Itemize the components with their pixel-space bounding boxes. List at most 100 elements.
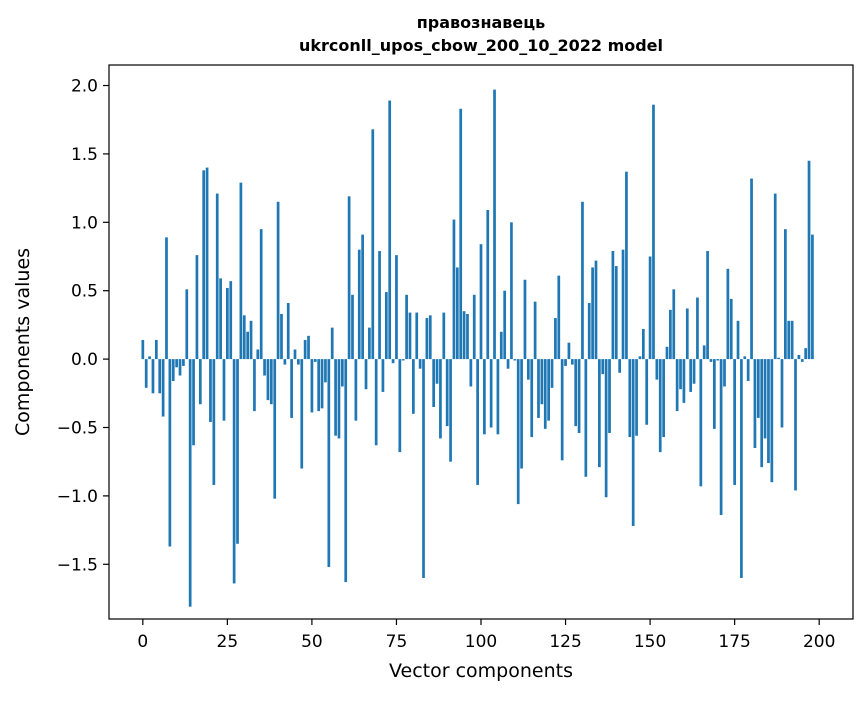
bar [405,294,408,360]
bar [357,249,361,360]
bar [547,359,550,421]
bar [513,359,517,361]
y-axis-label: Components values [12,248,34,436]
bar [202,170,206,360]
bar [283,359,287,365]
bar [716,359,720,361]
bar [510,222,513,360]
bar [567,342,571,360]
bar [212,359,216,485]
bar [432,359,436,407]
bar [706,251,709,360]
bar [499,331,503,360]
bar [537,359,540,418]
bar [337,359,341,439]
x-axis-ticks: 0 25 50 75 100 125 150 175 200 [137,619,835,652]
bar [696,297,699,360]
bar [151,359,155,394]
bar [242,315,246,360]
bar [767,359,770,464]
y-tick-label: −1.5 [57,555,98,575]
bar [462,311,466,360]
bar [340,359,344,387]
bar [476,359,479,485]
bar [577,359,581,433]
bar [584,359,588,477]
bar [516,359,520,505]
bar [334,359,337,436]
bar [236,359,239,544]
bar [310,359,314,413]
bar [459,108,463,360]
bar [557,275,561,360]
bar [253,359,256,412]
x-tick-label: 150 [634,632,666,652]
bar [148,356,151,360]
bar [290,359,293,418]
bar [300,359,304,469]
bar [398,359,402,453]
x-tick-label: 50 [301,632,323,652]
bar [408,312,412,360]
bar [797,355,801,360]
bar [381,359,385,392]
bar [608,359,611,433]
bar [550,359,554,388]
bar [750,178,753,360]
bar [729,298,733,360]
bar [807,160,811,360]
bar [489,359,493,428]
bar [800,359,804,362]
bar [574,359,578,427]
bar [165,237,168,360]
bar [439,359,442,439]
bar [449,359,452,462]
bar [266,359,270,401]
bar [178,359,182,376]
bar [777,357,780,360]
bar [249,320,253,360]
bar [222,359,226,421]
bar [158,359,162,394]
bar [598,359,601,468]
bar [188,359,192,607]
chart-title: правознавець [417,13,546,32]
bar [540,359,544,405]
x-tick-label: 175 [718,632,750,652]
y-tick-label: −0.5 [57,418,98,438]
bar [702,345,706,360]
bar [368,327,371,360]
bar [428,315,432,360]
y-tick-label: 0.0 [71,350,98,370]
bar [682,359,686,403]
bar [209,359,212,423]
bar [351,294,354,360]
bar [141,339,145,360]
bar [740,359,743,578]
bar [154,339,158,360]
bar [743,356,747,360]
bar [591,267,594,360]
bar [753,359,757,449]
bar [259,229,263,360]
bar [604,359,608,498]
bar [533,301,537,360]
y-tick-label: 1.5 [71,145,98,165]
bar [658,359,662,453]
bar [733,359,736,485]
bar [374,359,378,446]
bar [638,356,642,360]
bar [452,219,456,360]
bar [455,267,459,360]
bar [144,359,148,388]
bar [435,359,439,384]
bar [560,359,564,461]
bar [182,359,185,366]
bar [239,182,243,360]
chart-subtitle: ukrconll_upos_cbow_200_10_2022 model [299,36,663,55]
bar [303,339,307,360]
bar [317,359,321,412]
x-tick-label: 25 [217,632,239,652]
bar [327,359,331,568]
